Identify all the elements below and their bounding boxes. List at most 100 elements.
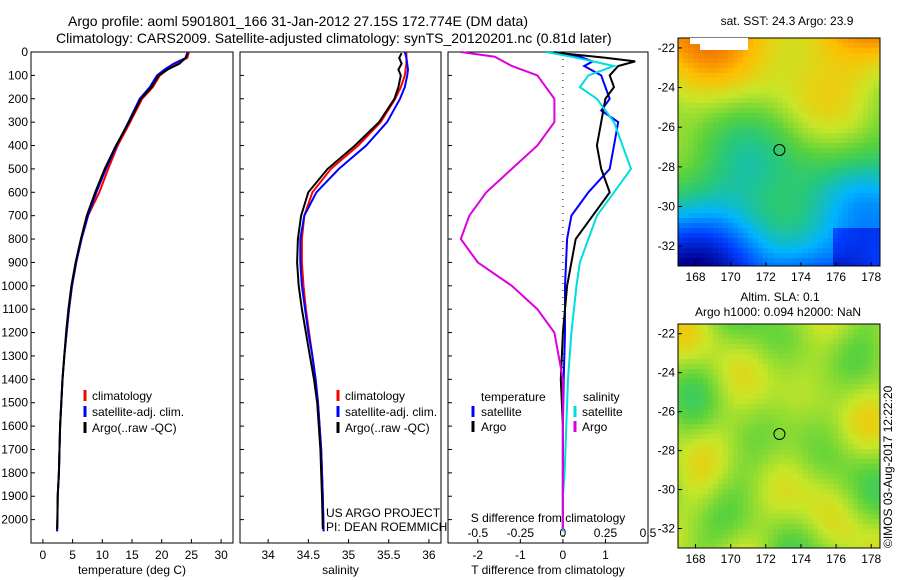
map-cell	[763, 384, 768, 389]
map-cell	[843, 98, 848, 103]
map-cell	[863, 524, 868, 529]
map-cell	[743, 188, 748, 193]
y-tick-label: 1900	[1, 489, 28, 503]
map-cell	[853, 148, 858, 153]
map-cell	[833, 43, 838, 48]
map-cell	[803, 238, 808, 243]
map-cell	[793, 459, 798, 464]
map-cell	[708, 474, 713, 479]
map-cell	[743, 399, 748, 404]
map-cell	[843, 509, 848, 514]
map-cell	[853, 193, 858, 198]
map-cell	[873, 439, 878, 444]
map-cell	[873, 489, 878, 494]
map-cell	[783, 78, 788, 83]
map-cell	[758, 329, 763, 334]
map-cell	[813, 374, 818, 379]
map-frame	[677, 37, 881, 267]
map-cell	[813, 208, 818, 213]
map-cell	[698, 484, 703, 489]
map-cell	[718, 73, 723, 78]
annotation-pi: PI: DEAN ROEMMICH	[326, 520, 447, 534]
map-cell	[863, 103, 868, 108]
map-cell	[758, 529, 763, 534]
map-cell	[718, 123, 723, 128]
map-cell	[678, 78, 683, 83]
map-cell	[823, 464, 828, 469]
map-cell	[868, 68, 873, 73]
x-tick-label: 174	[791, 552, 811, 566]
map-cell	[783, 364, 788, 369]
map-cell	[783, 429, 788, 434]
map-cell	[693, 258, 698, 263]
map-cell	[778, 58, 783, 63]
map-cell	[783, 198, 788, 203]
map-cell	[693, 43, 698, 48]
map-cell	[698, 424, 703, 429]
map-cell	[728, 153, 733, 158]
map-cell	[783, 263, 788, 266]
map-cell	[793, 88, 798, 93]
map-cell	[793, 218, 798, 223]
map-cell	[763, 404, 768, 409]
map-cell	[783, 233, 788, 238]
map-cell	[873, 223, 878, 228]
map-cell	[808, 223, 813, 228]
map-cell	[863, 263, 868, 266]
map-cell	[698, 163, 703, 168]
map-cell	[733, 68, 738, 73]
map-cell	[818, 158, 823, 163]
map-cell	[763, 399, 768, 404]
map-cell	[848, 409, 853, 414]
map-cell	[688, 248, 693, 253]
map-cell	[868, 404, 873, 409]
map-cell	[808, 404, 813, 409]
map-cell	[748, 459, 753, 464]
map-cell	[853, 58, 858, 63]
map-cell	[683, 193, 688, 198]
map-cell	[738, 449, 743, 454]
map-cell	[738, 479, 743, 484]
map-cell	[758, 93, 763, 98]
map-cell	[728, 489, 733, 494]
map-cell	[823, 83, 828, 88]
map-cell	[723, 118, 728, 123]
map-cell	[778, 429, 783, 434]
map-cell	[683, 384, 688, 389]
map-cell	[688, 228, 693, 233]
map-cell	[818, 143, 823, 148]
map-cell	[858, 93, 863, 98]
map-cell	[773, 113, 778, 118]
map-cell	[743, 374, 748, 379]
map-cell	[718, 424, 723, 429]
map-cell	[688, 48, 693, 53]
y-tick-label: -32	[658, 522, 676, 536]
map-cell	[868, 329, 873, 334]
map-cell	[743, 514, 748, 519]
map-cell	[838, 88, 843, 93]
map-cell	[688, 253, 693, 258]
map-cell	[798, 519, 803, 524]
map-cell	[808, 454, 813, 459]
map-cell	[763, 469, 768, 474]
map-cell	[748, 479, 753, 484]
map-cell	[863, 399, 868, 404]
map-cell	[868, 73, 873, 78]
map-cell	[738, 399, 743, 404]
map-cell	[868, 494, 873, 499]
map-cell	[743, 394, 748, 399]
map-cell	[843, 344, 848, 349]
map-cell	[793, 238, 798, 243]
map-cell	[878, 98, 880, 103]
map-cell	[808, 439, 813, 444]
map-cell	[828, 414, 833, 419]
map-cell	[858, 198, 863, 203]
map-cell	[798, 344, 803, 349]
map-cell	[748, 334, 753, 339]
map-cell	[773, 223, 778, 228]
y-tick-label: -26	[658, 120, 676, 134]
map-cell	[733, 349, 738, 354]
map-cell	[828, 78, 833, 83]
map-cell	[873, 103, 878, 108]
map-cell	[773, 228, 778, 233]
